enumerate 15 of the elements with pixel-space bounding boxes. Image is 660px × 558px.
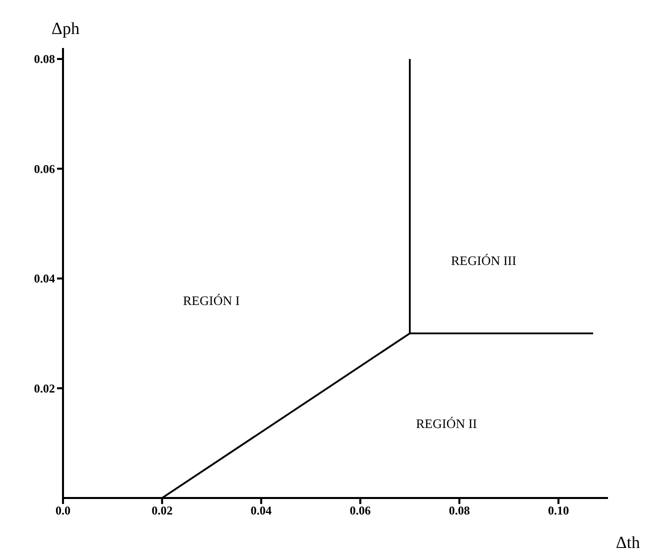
annotation: REGIÓN I xyxy=(183,293,240,309)
y-tick-label: 0.04 xyxy=(34,272,55,286)
x-tick-label: 0.10 xyxy=(548,504,569,518)
x-tick-label: 0.04 xyxy=(250,504,272,518)
x-axis-title: Δth xyxy=(616,533,640,552)
y-tick-label: 0.06 xyxy=(34,162,55,176)
y-tick-label: 0.02 xyxy=(34,382,55,396)
y-tick-label: 0.08 xyxy=(34,52,55,66)
x-tick-label: 0.08 xyxy=(448,504,470,518)
x-tick-label: 0.0 xyxy=(56,504,70,518)
x-tick-label: 0.06 xyxy=(350,504,371,518)
x-tick-label: 0.02 xyxy=(152,504,173,518)
annotation: REGIÓN II xyxy=(416,416,478,432)
y-axis-title: Δph xyxy=(52,19,80,38)
annotation: REGIÓN III xyxy=(451,253,516,269)
